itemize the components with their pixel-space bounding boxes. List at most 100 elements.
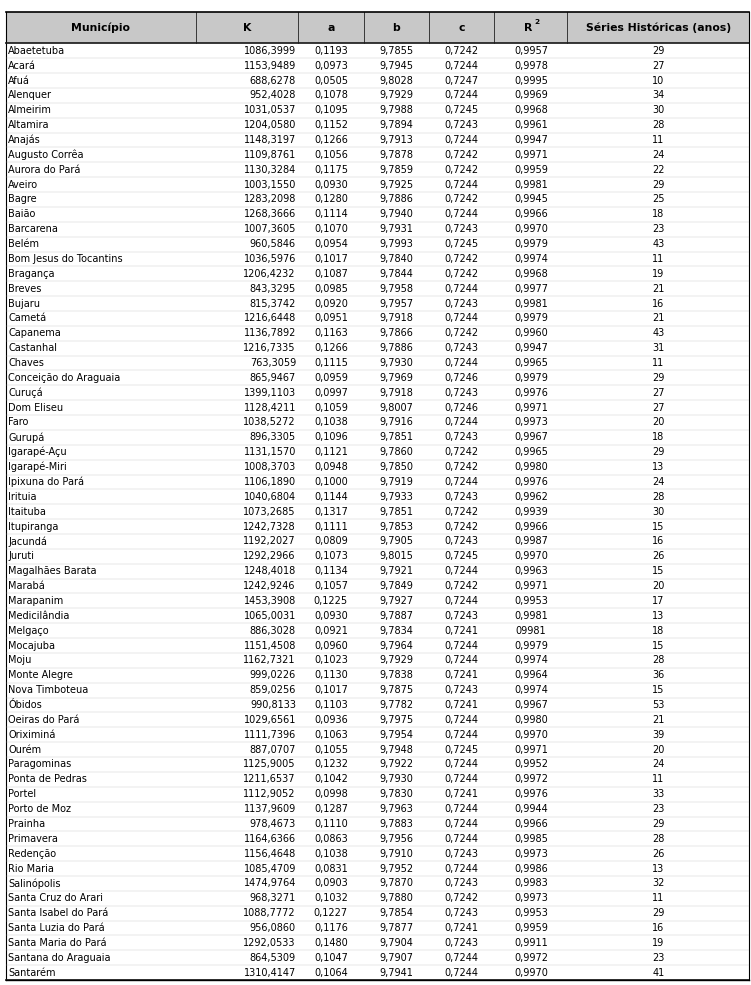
- Text: 0,7244: 0,7244: [445, 834, 479, 844]
- Bar: [6, 742, 195, 757]
- Bar: [195, 772, 298, 787]
- Bar: [494, 921, 567, 936]
- Bar: [567, 475, 749, 490]
- Text: 0,1152: 0,1152: [314, 120, 348, 130]
- Bar: [298, 578, 363, 594]
- Text: 13: 13: [653, 864, 665, 874]
- Text: c: c: [459, 23, 465, 33]
- Text: 1268,3666: 1268,3666: [243, 210, 296, 220]
- Bar: [195, 490, 298, 504]
- Bar: [494, 624, 567, 638]
- Text: 0,1266: 0,1266: [314, 135, 348, 145]
- Text: 1029,6561: 1029,6561: [243, 715, 296, 725]
- Bar: [298, 936, 363, 951]
- Text: 0,9952: 0,9952: [514, 759, 548, 769]
- Text: Santa Maria do Pará: Santa Maria do Pará: [8, 938, 107, 948]
- Text: 0,7244: 0,7244: [445, 284, 479, 294]
- Bar: [429, 356, 494, 370]
- Text: 1036,5976: 1036,5976: [243, 254, 296, 264]
- Bar: [429, 712, 494, 727]
- Bar: [494, 341, 567, 356]
- Text: 0,9969: 0,9969: [514, 91, 547, 100]
- Bar: [494, 772, 567, 787]
- Bar: [363, 117, 429, 133]
- Bar: [494, 356, 567, 370]
- Text: 9,8015: 9,8015: [379, 552, 413, 561]
- Text: 0,1266: 0,1266: [314, 343, 348, 354]
- Text: 11: 11: [653, 893, 665, 903]
- Text: 27: 27: [652, 61, 665, 71]
- Bar: [298, 12, 363, 43]
- Bar: [6, 43, 195, 58]
- Text: 33: 33: [653, 789, 665, 799]
- Text: 0,7242: 0,7242: [445, 194, 479, 205]
- Text: 0,1042: 0,1042: [314, 774, 348, 784]
- Bar: [363, 385, 429, 400]
- Bar: [195, 356, 298, 370]
- Text: 1065,0031: 1065,0031: [243, 611, 296, 621]
- Bar: [494, 817, 567, 831]
- Text: 0,7244: 0,7244: [445, 418, 479, 427]
- Text: Barcarena: Barcarena: [8, 225, 58, 234]
- Text: 29: 29: [652, 45, 665, 56]
- Text: 9,7849: 9,7849: [379, 581, 413, 591]
- Bar: [567, 207, 749, 222]
- Text: 0,1144: 0,1144: [314, 492, 348, 501]
- Bar: [195, 326, 298, 341]
- Bar: [494, 787, 567, 802]
- Bar: [567, 251, 749, 266]
- Bar: [494, 846, 567, 861]
- Bar: [363, 73, 429, 88]
- Text: 9,7913: 9,7913: [379, 135, 413, 145]
- Bar: [429, 951, 494, 965]
- Text: 0,9983: 0,9983: [514, 879, 547, 888]
- Bar: [195, 802, 298, 817]
- Bar: [494, 534, 567, 549]
- Bar: [567, 534, 749, 549]
- Text: 9,7945: 9,7945: [379, 61, 413, 71]
- Bar: [567, 73, 749, 88]
- Text: 9,7886: 9,7886: [379, 343, 413, 354]
- Text: 9,7933: 9,7933: [379, 492, 413, 501]
- Bar: [429, 266, 494, 282]
- Bar: [6, 460, 195, 475]
- Text: 9,7918: 9,7918: [379, 313, 413, 323]
- Text: 0,7244: 0,7244: [445, 730, 479, 740]
- Bar: [494, 609, 567, 624]
- Text: 28: 28: [652, 492, 665, 501]
- Text: 15: 15: [652, 566, 665, 576]
- Bar: [429, 296, 494, 311]
- Text: 1125,9005: 1125,9005: [243, 759, 296, 769]
- Text: Igarapé-Açu: Igarapé-Açu: [8, 447, 67, 457]
- Bar: [494, 400, 567, 415]
- Bar: [6, 563, 195, 578]
- Text: Igarapé-Miri: Igarapé-Miri: [8, 462, 67, 473]
- Text: 20: 20: [652, 581, 665, 591]
- Text: 688,6278: 688,6278: [249, 76, 296, 86]
- Bar: [298, 563, 363, 578]
- Bar: [195, 102, 298, 117]
- Text: Jacundá: Jacundá: [8, 536, 47, 547]
- Bar: [429, 831, 494, 846]
- Text: 0,0997: 0,0997: [314, 388, 348, 398]
- Bar: [429, 370, 494, 385]
- Bar: [195, 311, 298, 326]
- Text: 1310,4147: 1310,4147: [243, 967, 296, 978]
- Bar: [494, 563, 567, 578]
- Text: Curuçá: Curuçá: [8, 387, 43, 398]
- Bar: [429, 43, 494, 58]
- Text: 960,5846: 960,5846: [250, 239, 296, 249]
- Text: 0,1038: 0,1038: [314, 849, 348, 859]
- Text: Afuá: Afuá: [8, 76, 30, 86]
- Text: 34: 34: [653, 91, 665, 100]
- Bar: [429, 906, 494, 921]
- Bar: [429, 222, 494, 236]
- Bar: [195, 624, 298, 638]
- Text: Cametá: Cametá: [8, 313, 47, 323]
- Text: 1192,2027: 1192,2027: [243, 537, 296, 547]
- Bar: [429, 638, 494, 653]
- Bar: [494, 951, 567, 965]
- Bar: [429, 787, 494, 802]
- Bar: [429, 177, 494, 192]
- Bar: [494, 475, 567, 490]
